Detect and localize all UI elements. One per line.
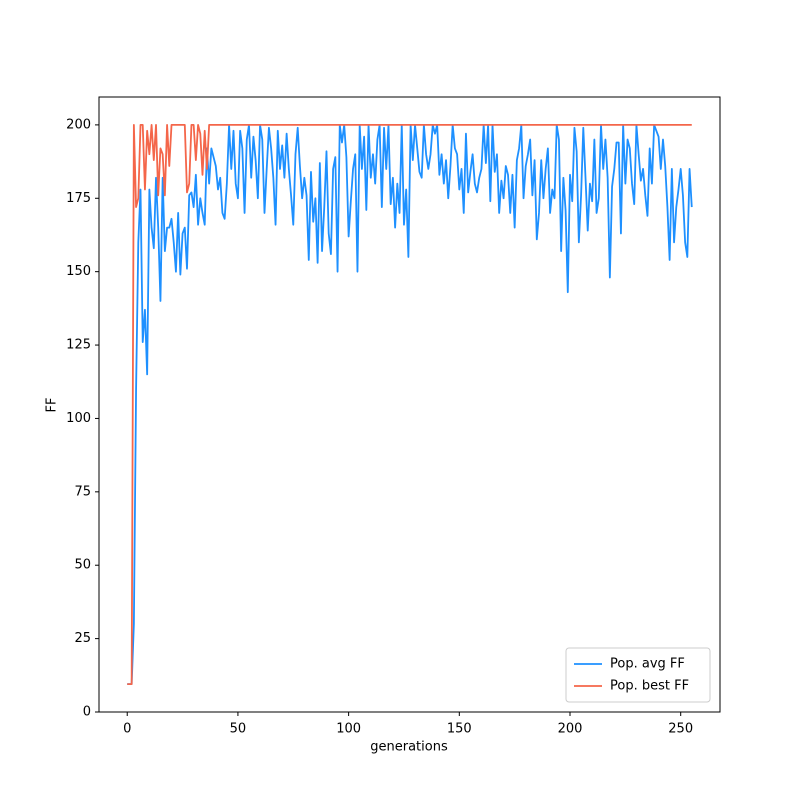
y-tick-label: 150 (66, 264, 91, 279)
x-tick-label: 50 (230, 722, 247, 737)
y-tick-label: 100 (66, 411, 91, 426)
y-tick-label: 75 (74, 484, 91, 499)
legend-label: Pop. avg FF (610, 657, 685, 672)
x-tick-label: 250 (668, 722, 693, 737)
y-tick-label: 175 (66, 191, 91, 206)
y-tick-label: 50 (74, 558, 91, 573)
series-line (127, 123, 693, 686)
x-tick-label: 150 (447, 722, 472, 737)
y-axis-label: FF (45, 398, 60, 413)
y-tick-label: 125 (66, 338, 91, 353)
x-tick-label: 100 (336, 722, 361, 737)
y-tick-label: 200 (66, 117, 91, 132)
legend-label: Pop. best FF (610, 679, 689, 694)
plot-frame (98, 96, 721, 713)
x-tick-label: 200 (558, 722, 583, 737)
y-tick-label: 0 (83, 705, 91, 720)
series-line (127, 123, 692, 686)
legend-box (565, 647, 711, 703)
x-tick-label: 0 (123, 722, 131, 737)
y-tick-label: 25 (74, 631, 91, 646)
x-axis-label: generations (370, 740, 448, 755)
